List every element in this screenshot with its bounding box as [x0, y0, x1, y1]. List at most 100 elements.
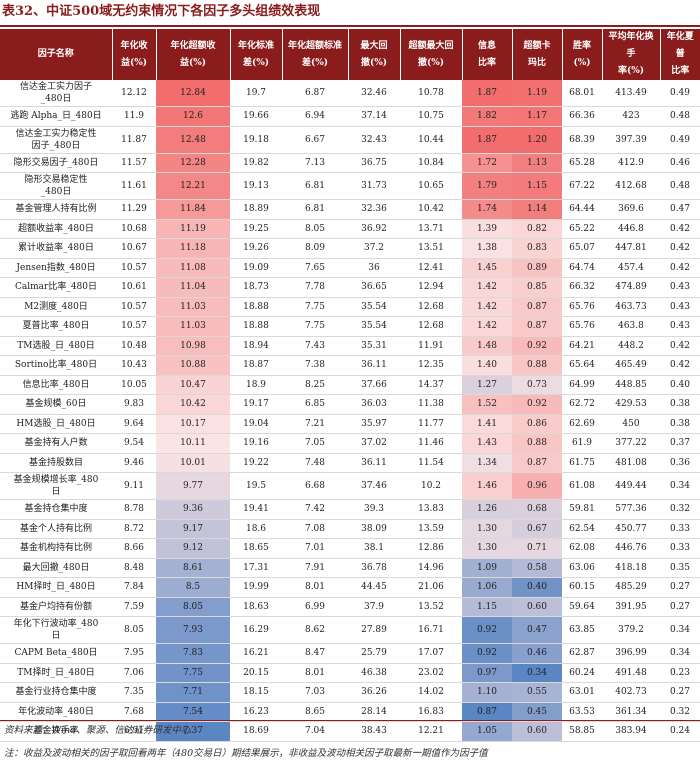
column-header-line: 年化超额标准: [287, 40, 342, 51]
factor-name-line: 夏普比率_480日: [22, 321, 90, 332]
value-cell: 7.65: [282, 258, 348, 278]
column-header-line: 胜率(%): [572, 40, 591, 68]
table-row: 基金机构持有比例 8.66 9.12 18.65 7.01 38.1 12.86 1.30 0.…: [0, 538, 700, 559]
value-cell: 0.34: [660, 472, 700, 500]
factor-name-cell: 累计收益率_480日: [0, 238, 112, 259]
value-cell: 35.54: [348, 316, 400, 337]
factor-name-line: 年化下行波动率_480: [13, 619, 99, 629]
value-cell: 0.83: [512, 238, 562, 259]
value-cell: 8.05: [282, 219, 348, 239]
value-cell: 32.36: [348, 199, 400, 220]
value-cell: 402.73: [602, 682, 660, 703]
value-cell: 6.94: [282, 106, 348, 127]
factor-name-cell: 年化下行波动率_480 日: [0, 616, 112, 644]
factor-name-line: 逃跑 Alpha_日_480日: [10, 111, 102, 122]
factor-name-cell: 基金规模_60日: [0, 394, 112, 415]
value-cell: 1.09: [462, 558, 512, 578]
value-cell: 1.38: [462, 238, 512, 259]
value-cell: 1.20: [512, 126, 562, 154]
value-cell: 44.45: [348, 577, 400, 598]
value-cell: 1.87: [462, 80, 512, 107]
factor-name-line: 基金规模_60日: [25, 399, 87, 410]
value-cell: 7.37: [156, 721, 230, 742]
value-cell: 12.48: [156, 126, 230, 154]
factor-name-line: HM选股_日_480日: [16, 418, 96, 429]
factor-name-cell: 基金户均持有份额: [0, 597, 112, 617]
value-cell: 37.9: [348, 597, 400, 617]
value-cell: 10.42: [400, 199, 462, 220]
value-cell: 36.75: [348, 153, 400, 173]
value-cell: 60.15: [562, 577, 602, 598]
value-cell: 11.61: [112, 172, 156, 200]
value-cell: 0.48: [660, 172, 700, 200]
table-row: 夏普比率_480日 10.57 11.03 18.88 7.75 35.54 12.68 1.…: [0, 316, 700, 337]
value-cell: 491.48: [602, 663, 660, 683]
value-cell: 62.87: [562, 643, 602, 664]
value-cell: 377.22: [602, 433, 660, 454]
value-cell: 39.3: [348, 499, 400, 520]
column-header-line: 比率: [477, 57, 496, 68]
value-cell: 7.08: [282, 519, 348, 539]
value-cell: 7.43: [282, 336, 348, 356]
value-cell: 1.30: [462, 538, 512, 559]
value-cell: 10.43: [112, 355, 156, 376]
table-row: HM选股_日_480日 9.64 10.17 19.04 7.21 35.97 11.77 1…: [0, 414, 700, 434]
value-cell: 18.88: [230, 316, 282, 337]
factor-name-cell: 夏普比率_480日: [0, 316, 112, 337]
value-cell: 0.85: [512, 277, 562, 298]
value-cell: 18.88: [230, 297, 282, 317]
factor-name-cell: TM择时_日_480日: [0, 663, 112, 683]
factor-name-cell: 隐形交易因子_480日: [0, 153, 112, 173]
value-cell: 6.85: [282, 394, 348, 415]
value-cell: 0.37: [660, 433, 700, 454]
value-cell: 10.47: [156, 375, 230, 395]
value-cell: 68.39: [562, 126, 602, 154]
value-cell: 8.78: [112, 499, 156, 520]
value-cell: 1.72: [462, 153, 512, 173]
value-cell: 7.91: [282, 558, 348, 578]
table-row: 基金规模_60日 9.83 10.42 19.17 6.85 36.03 11.38 1.52…: [0, 394, 700, 415]
factor-name-cell: 超额收益率_480日: [0, 219, 112, 239]
factor-name-cell: 最大回撤_480日: [0, 558, 112, 578]
value-cell: 16.21: [230, 643, 282, 664]
value-cell: 65.22: [562, 219, 602, 239]
value-cell: 0.27: [660, 682, 700, 703]
value-cell: 12.94: [400, 277, 462, 298]
factor-name-cell: 年化波动率_480日: [0, 702, 112, 722]
value-cell: 0.67: [512, 519, 562, 539]
value-cell: 0.82: [512, 219, 562, 239]
value-cell: 38.1: [348, 538, 400, 559]
column-header-line: 撤(%): [360, 57, 388, 68]
value-cell: 11.03: [156, 297, 230, 317]
value-cell: 63.85: [562, 616, 602, 644]
value-cell: 18.89: [230, 199, 282, 220]
value-cell: 12.68: [400, 297, 462, 317]
value-cell: 10.2: [400, 472, 462, 500]
column-header: 胜率(%): [562, 29, 603, 80]
table-row: 信达金工实力稳定性 因子_480日 11.87 12.48 19.18 6.67 32.43…: [0, 126, 700, 154]
value-cell: 18.94: [230, 336, 282, 356]
value-cell: 397.39: [602, 126, 660, 154]
value-cell: 46.38: [348, 663, 400, 683]
table-row: 基金规模增长率_480 日 9.11 9.77 19.5 6.68 37.46 10.2 1.4…: [0, 472, 700, 500]
table-row: 超额收益率_480日 10.68 11.19 19.25 8.05 36.92 13.71 1…: [0, 219, 700, 239]
value-cell: 19.5: [230, 472, 282, 500]
value-cell: 6.81: [282, 172, 348, 200]
value-cell: 9.36: [156, 499, 230, 520]
value-cell: 418.18: [602, 558, 660, 578]
value-cell: 59.64: [562, 597, 602, 617]
value-cell: 0.36: [660, 453, 700, 473]
value-cell: 10.01: [156, 453, 230, 473]
factor-name-line: 年化波动率_480日: [18, 706, 94, 717]
value-cell: 10.57: [112, 316, 156, 337]
value-cell: 37.66: [348, 375, 400, 395]
value-cell: 9.54: [112, 433, 156, 454]
value-cell: 62.69: [562, 414, 602, 434]
column-header-line: 益(%): [179, 57, 207, 68]
value-cell: 10.78: [400, 80, 462, 107]
value-cell: 65.64: [562, 355, 602, 376]
value-cell: 465.49: [602, 355, 660, 376]
value-cell: 1.45: [462, 258, 512, 278]
value-cell: 0.92: [462, 643, 512, 664]
value-cell: 16.71: [400, 616, 462, 644]
